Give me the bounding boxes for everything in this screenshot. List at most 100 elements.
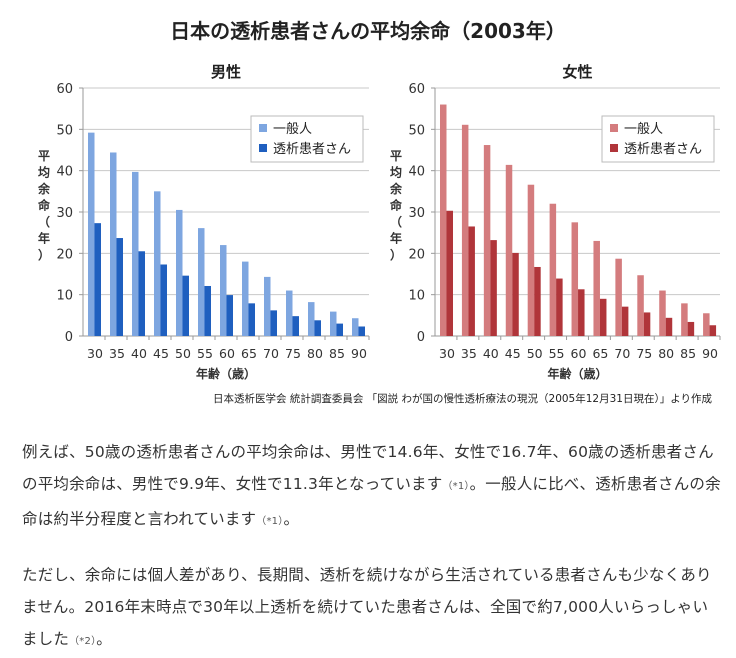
bar-general	[571, 222, 579, 336]
bar-general	[176, 209, 183, 336]
figure-title: 日本の透析患者さんの平均余命（2003年）	[170, 19, 566, 43]
bar-dialysis	[446, 210, 453, 336]
bar-dialysis	[643, 312, 651, 336]
x-tick-label: 80	[307, 346, 323, 361]
legend-label: 一般人	[273, 121, 312, 137]
legend-label: 一般人	[624, 121, 663, 137]
x-tick-label: 75	[285, 346, 301, 361]
x-tick-label: 60	[219, 346, 235, 361]
bar-general	[615, 258, 622, 336]
y-tick-label: 60	[56, 82, 73, 97]
paragraph-1: 例えば、50歳の透析患者さんの平均余命は、男性で14.6年、女性で16.7年、6…	[22, 436, 722, 538]
bar-general	[286, 290, 293, 336]
x-tick-label: 70	[614, 346, 630, 361]
y-axis-label: 平均余命（年）	[37, 149, 51, 262]
footnote-ref[interactable]: （*1）	[256, 516, 284, 527]
y-tick-label: 10	[56, 289, 73, 304]
chart-male: 男性 0 10 20 30 40 50 60 30 35 40 45 50 55 60 65 70 75 80 85 9…	[37, 63, 370, 381]
bar-dialysis	[226, 295, 233, 336]
legend-swatch	[259, 124, 267, 132]
y-tick-label: 10	[408, 289, 425, 304]
bar-dialysis	[578, 289, 585, 336]
bar-dialysis	[204, 285, 211, 336]
y-tick-label: 50	[408, 123, 425, 138]
bar-dialysis	[687, 321, 695, 336]
y-tick-label: 20	[408, 247, 425, 262]
y-tick-label: 40	[408, 165, 425, 180]
y-tick-label: 30	[56, 206, 73, 221]
bar-general	[220, 245, 227, 336]
legend-swatch	[259, 144, 267, 152]
bar-dialysis	[556, 278, 563, 336]
y-tick-label: 60	[408, 82, 425, 97]
footnote-ref[interactable]: （*2）	[69, 636, 97, 647]
y-tick-label: 0	[417, 330, 425, 345]
bar-general	[637, 275, 644, 336]
x-tick-label: 35	[109, 346, 125, 361]
bar-dialysis	[248, 303, 255, 336]
x-tick-label: 85	[680, 346, 696, 361]
bar-dialysis	[182, 275, 189, 336]
bar-general	[593, 240, 600, 336]
x-tick-label: 30	[439, 346, 455, 361]
bar-dialysis	[621, 306, 629, 336]
bar-general	[154, 191, 161, 336]
chart-female: 女性 0 10 20 30 40 50 60 30 35 40 45 50 55 60 65 70 75 80 85 9…	[389, 63, 721, 381]
x-tick-label: 90	[702, 346, 718, 361]
x-tick-label: 85	[329, 346, 345, 361]
x-tick-label: 40	[483, 346, 499, 361]
bar-dialysis	[665, 317, 673, 336]
bar-dialysis	[534, 266, 541, 336]
chart-title: 女性	[562, 63, 592, 81]
bar-general	[549, 203, 557, 336]
bar-dialysis	[468, 226, 475, 336]
y-tick-label: 20	[56, 247, 73, 262]
bar-general	[198, 228, 205, 336]
bar-dialysis	[94, 223, 101, 336]
y-tick-label: 50	[56, 123, 73, 138]
paragraph-text: 。	[96, 630, 112, 648]
bar-general	[330, 311, 337, 336]
bar-dialysis	[490, 240, 497, 336]
bar-general	[132, 171, 139, 336]
y-tick-label: 0	[65, 330, 73, 345]
paragraph-text: 。一般人に比べ、透析患者さんの余命は約半分程度と言われています	[22, 475, 721, 528]
x-tick-label: 55	[549, 346, 565, 361]
bar-dialysis	[116, 238, 123, 336]
footnote-ref[interactable]: （*1）	[442, 481, 470, 492]
x-tick-label: 65	[241, 346, 257, 361]
bar-dialysis	[270, 310, 277, 336]
y-tick-label: 30	[408, 206, 425, 221]
x-tick-label: 80	[658, 346, 674, 361]
bar-dialysis	[599, 298, 607, 336]
x-tick-label: 50	[527, 346, 543, 361]
legend-label: 透析患者さん	[624, 142, 702, 157]
life-expectancy-figure: 日本の透析患者さんの平均余命（2003年） 男性 0 10 20 30 40 50 60 30 3…	[37, 19, 721, 405]
x-tick-label: 45	[153, 346, 169, 361]
bar-dialysis	[160, 264, 167, 336]
paragraph-2: ただし、余命には個人差があり、長期間、透析を続けながら生活されている患者さんも少…	[22, 559, 722, 658]
paragraph-text: 。	[283, 510, 300, 528]
legend-swatch	[610, 144, 618, 152]
bar-general	[659, 290, 666, 336]
bar-dialysis	[292, 316, 299, 336]
bar-general	[440, 104, 447, 337]
x-tick-label: 35	[461, 346, 477, 361]
x-tick-label: 90	[351, 346, 367, 361]
legend-swatch	[610, 124, 618, 132]
y-tick-label: 40	[56, 165, 73, 180]
x-tick-label: 60	[571, 346, 587, 361]
bar-dialysis	[314, 320, 321, 336]
bar-general	[703, 313, 710, 336]
x-tick-label: 75	[636, 346, 652, 361]
x-tick-label: 30	[87, 346, 103, 361]
source-citation: 日本透析医学会 統計調査委員会 「図説 わが国の慢性透析療法の現況（2005年1…	[213, 392, 712, 405]
x-tick-label: 45	[505, 346, 521, 361]
bar-general	[352, 318, 359, 336]
bar-dialysis	[709, 325, 717, 336]
paragraph-text: ただし、余命には個人差があり、長期間、透析を続けながら生活されている患者さんも少…	[22, 566, 712, 648]
y-axis-label: 平均余命（年）	[389, 149, 403, 262]
chart-title: 男性	[211, 63, 241, 81]
